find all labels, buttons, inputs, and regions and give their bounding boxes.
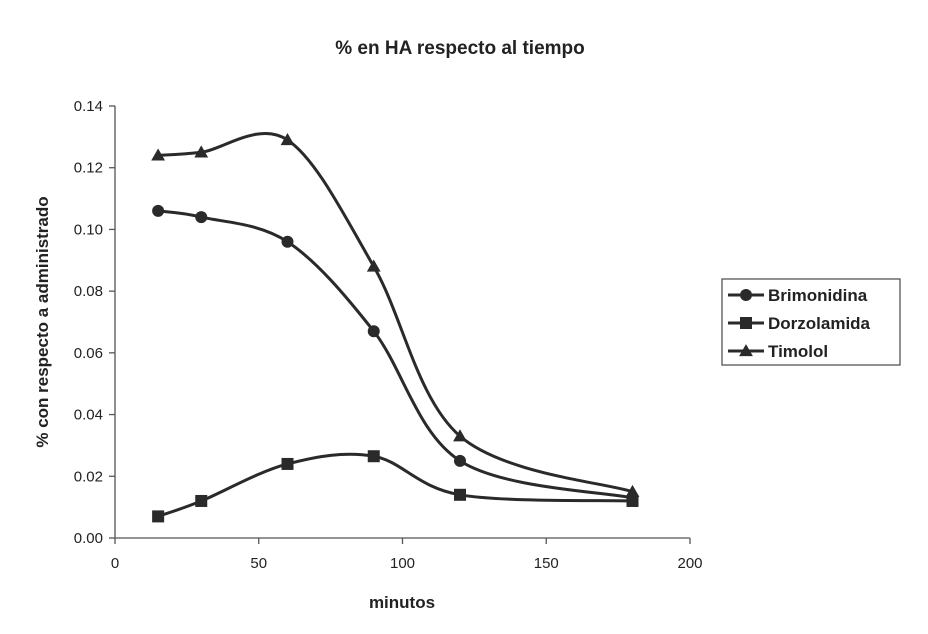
data-point-timolol xyxy=(625,484,640,497)
legend-marker-dorzolamida xyxy=(740,317,752,329)
y-axis-title: % con respecto a administrado xyxy=(33,196,52,447)
legend-marker-timolol xyxy=(739,344,753,357)
data-point-brimonidina xyxy=(152,204,165,217)
data-point-timolol xyxy=(453,429,467,442)
legend-label-brimonidina: Brimonidina xyxy=(768,286,868,305)
data-point-brimonidina xyxy=(454,454,466,467)
x-tick-label: 150 xyxy=(534,555,559,572)
x-axis-ticks: 0 50 100 150 200 xyxy=(111,538,703,572)
data-point-timolol xyxy=(280,133,295,146)
data-point-timolol xyxy=(366,259,381,272)
plot-area: 0.00 0.02 0.04 0.06 0.08 0.10 0.12 0.14 0 50 100 1… xyxy=(74,98,703,572)
data-point-timolol xyxy=(151,148,166,161)
data-point-dorzolamida xyxy=(152,510,165,523)
y-tick-label: 0.08 xyxy=(74,283,103,300)
data-point-dorzolamida xyxy=(195,494,208,507)
data-point-dorzolamida xyxy=(367,450,380,463)
y-axis-ticks: 0.00 0.02 0.04 0.06 0.08 0.10 0.12 0.14 xyxy=(74,98,115,547)
x-axis-title: minutos xyxy=(369,593,435,612)
y-tick-label: 0.10 xyxy=(74,221,103,238)
y-tick-label: 0.12 xyxy=(74,160,103,177)
legend-items: Brimonidina Dorzolamida Timolol xyxy=(728,286,871,361)
legend-label-timolol: Timolol xyxy=(768,342,828,361)
series-group xyxy=(151,132,640,523)
data-point-dorzolamida xyxy=(454,488,466,501)
chart-title: % en HA respecto al tiempo xyxy=(335,38,585,59)
y-tick-label: 0.02 xyxy=(74,468,103,485)
legend-label-dorzolamida: Dorzolamida xyxy=(768,314,871,333)
data-point-brimonidina xyxy=(195,211,208,224)
y-tick-label: 0.00 xyxy=(74,530,103,547)
data-point-brimonidina xyxy=(281,235,294,248)
data-point-dorzolamida xyxy=(626,494,639,507)
series-line-timolol xyxy=(158,132,633,494)
x-tick-label: 100 xyxy=(390,555,415,572)
y-tick-label: 0.14 xyxy=(74,98,103,115)
series-line-dorzolamida xyxy=(157,452,633,518)
x-tick-label: 50 xyxy=(250,555,267,572)
data-point-dorzolamida xyxy=(281,457,294,470)
y-tick-label: 0.06 xyxy=(74,345,103,362)
x-tick-label: 200 xyxy=(677,555,702,572)
legend-marker-brimonidina xyxy=(740,289,752,301)
x-tick-label: 0 xyxy=(111,555,119,572)
data-point-timolol xyxy=(194,145,209,158)
series-line-brimonidina xyxy=(157,209,633,500)
legend: Brimonidina Dorzolamida Timolol xyxy=(721,278,901,366)
y-tick-label: 0.04 xyxy=(74,407,103,424)
data-point-brimonidina xyxy=(367,325,380,338)
